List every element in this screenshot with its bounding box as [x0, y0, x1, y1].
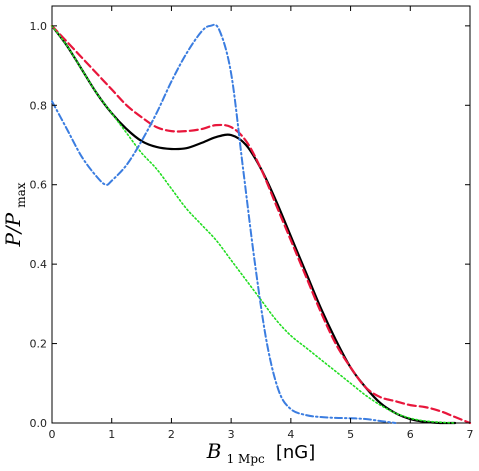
y-tick-label: 0.6 — [30, 179, 48, 192]
plot-frame — [51, 5, 471, 424]
y-axis-label: P/P max — [1, 182, 28, 247]
x-tick-label: 4 — [287, 428, 294, 441]
y-axis-ticks: 0.0 0.2 0.4 0.6 0.8 1.0 — [30, 20, 470, 430]
series-layer — [50, 23, 472, 425]
y-axis-label-main: P/P — [1, 212, 25, 247]
y-tick-label: 0.4 — [30, 258, 48, 271]
x-tick-label: 5 — [347, 428, 354, 441]
y-tick-label: 0.2 — [30, 338, 48, 351]
x-axis-label: B 1 Mpc [nG] — [206, 439, 315, 467]
series-line-solid — [50, 24, 457, 425]
x-axis-label-subscript: 1 Mpc — [227, 452, 265, 466]
x-tick-label: 7 — [467, 428, 474, 441]
x-tick-label: 6 — [407, 428, 414, 441]
x-tick-label: 1 — [108, 428, 115, 441]
y-tick-label: 0.0 — [30, 417, 48, 430]
x-axis-label-unit: [nG] — [276, 442, 315, 463]
series-line-dashdot — [51, 23, 397, 424]
series-line-dashed — [50, 24, 472, 425]
y-tick-label: 0.8 — [30, 99, 48, 112]
x-axis-ticks: 0 1 2 3 4 5 6 7 — [49, 6, 474, 441]
x-axis-label-main: B — [206, 439, 222, 463]
x-tick-label: 3 — [228, 428, 235, 441]
y-axis-label-subscript: max — [14, 182, 28, 208]
plot-area: 0 1 2 3 4 5 6 7 0.0 0.2 0.4 0.6 0.8 1.0 — [30, 5, 474, 441]
series-line-dotted — [51, 25, 456, 424]
x-tick-label: 0 — [49, 428, 56, 441]
y-tick-label: 1.0 — [30, 20, 48, 33]
x-tick-label: 2 — [168, 428, 175, 441]
